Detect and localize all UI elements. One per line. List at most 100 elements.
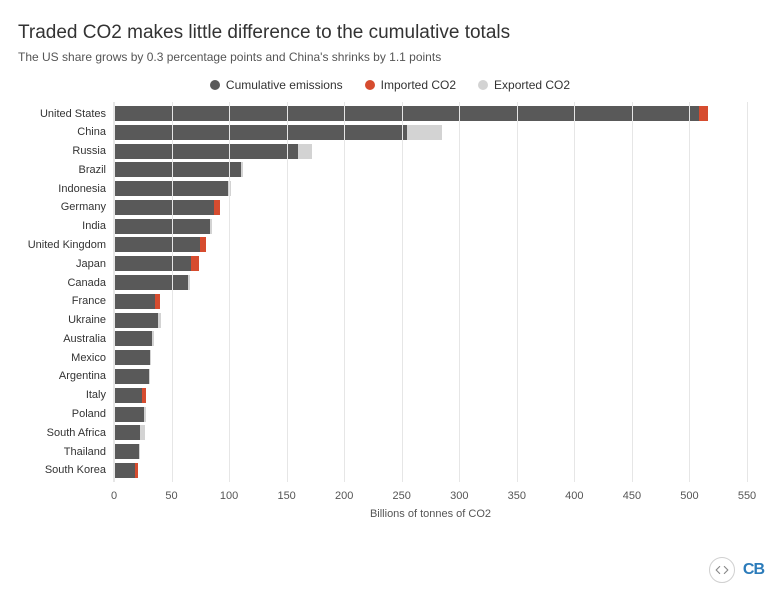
bar-seg-imported [699, 106, 708, 121]
brand-logo: CB [743, 561, 764, 579]
legend-label-exported: Exported CO2 [494, 78, 570, 92]
bar-row: Ukraine [114, 313, 747, 328]
country-label: Australia [63, 333, 106, 345]
gridline [114, 102, 115, 482]
chart-title: Traded CO2 makes little difference to th… [18, 22, 762, 44]
bar-stack [114, 106, 747, 121]
bar-row: Japan [114, 256, 747, 271]
bar-seg-exported [144, 407, 146, 422]
gridline [287, 102, 288, 482]
country-label: Italy [86, 389, 106, 401]
bar-seg-cumulative [114, 162, 241, 177]
bar-seg-cumulative [114, 275, 188, 290]
x-tick-label: 550 [738, 490, 756, 502]
country-label: Poland [72, 408, 106, 420]
bar-seg-cumulative [114, 256, 191, 271]
gridline [689, 102, 690, 482]
bar-seg-exported [152, 331, 154, 346]
bar-stack [114, 350, 747, 365]
bar-seg-cumulative [114, 106, 699, 121]
bar-stack [114, 181, 747, 196]
x-axis-label: Billions of tonnes of CO2 [114, 508, 747, 520]
bar-row: United States [114, 106, 747, 121]
bar-seg-cumulative [114, 407, 144, 422]
x-tick-label: 150 [277, 490, 295, 502]
bar-row: China [114, 125, 747, 140]
bar-seg-imported [200, 237, 206, 252]
bar-row: India [114, 219, 747, 234]
bar-seg-cumulative [114, 425, 140, 440]
bar-stack [114, 388, 747, 403]
bar-stack [114, 219, 747, 234]
bar-row: Russia [114, 144, 747, 159]
gridline [574, 102, 575, 482]
bar-stack [114, 256, 747, 271]
gridline [517, 102, 518, 482]
bar-row: Italy [114, 388, 747, 403]
bar-seg-imported [135, 463, 138, 478]
bar-stack [114, 125, 747, 140]
bar-seg-exported [298, 144, 312, 159]
bar-row: United Kingdom [114, 237, 747, 252]
bar-seg-cumulative [114, 331, 152, 346]
gridline [632, 102, 633, 482]
bar-seg-exported [139, 444, 140, 459]
gridline [747, 102, 748, 482]
bar-seg-exported [150, 350, 151, 365]
bar-seg-exported [407, 125, 442, 140]
bar-row: Argentina [114, 369, 747, 384]
legend-label-cumulative: Cumulative emissions [226, 78, 343, 92]
x-tick-label: 250 [393, 490, 411, 502]
bar-seg-exported [210, 219, 212, 234]
bar-seg-cumulative [114, 144, 298, 159]
bar-row: South Korea [114, 463, 747, 478]
bar-seg-exported [241, 162, 243, 177]
bar-seg-cumulative [114, 369, 149, 384]
bar-stack [114, 275, 747, 290]
legend-item-cumulative: Cumulative emissions [210, 78, 343, 92]
bar-seg-imported [142, 388, 147, 403]
bar-stack [114, 200, 747, 215]
bar-seg-cumulative [114, 350, 150, 365]
bar-seg-cumulative [114, 313, 158, 328]
country-label: Brazil [78, 164, 106, 176]
legend-dot-cumulative [210, 80, 220, 90]
country-label: South Korea [45, 464, 106, 476]
gridline [402, 102, 403, 482]
bar-row: South Africa [114, 425, 747, 440]
bar-seg-cumulative [114, 219, 210, 234]
bar-row: Mexico [114, 350, 747, 365]
x-tick-label: 300 [450, 490, 468, 502]
bar-seg-imported [191, 256, 199, 271]
x-tick-label: 400 [565, 490, 583, 502]
bar-stack [114, 144, 747, 159]
bar-row: Thailand [114, 444, 747, 459]
chart: United StatesChinaRussiaBrazilIndonesiaG… [113, 102, 747, 522]
country-label: France [72, 295, 106, 307]
bar-seg-cumulative [114, 294, 155, 309]
bar-seg-cumulative [114, 200, 214, 215]
bar-stack [114, 313, 747, 328]
embed-icon[interactable] [709, 557, 735, 583]
country-label: Thailand [64, 446, 106, 458]
country-label: Argentina [59, 370, 106, 382]
x-tick-label: 50 [165, 490, 177, 502]
bar-stack [114, 444, 747, 459]
country-label: China [77, 126, 106, 138]
x-tick-label: 350 [508, 490, 526, 502]
legend-dot-imported [365, 80, 375, 90]
bar-seg-exported [188, 275, 190, 290]
bar-stack [114, 331, 747, 346]
country-label: Ukraine [68, 314, 106, 326]
bar-row: Germany [114, 200, 747, 215]
gridline [229, 102, 230, 482]
footer-icons: CB [709, 557, 764, 583]
bar-seg-cumulative [114, 237, 200, 252]
x-tick-label: 500 [680, 490, 698, 502]
country-label: Indonesia [58, 183, 106, 195]
bar-seg-cumulative [114, 125, 407, 140]
country-label: India [82, 220, 106, 232]
chart-subtitle: The US share grows by 0.3 percentage poi… [18, 50, 762, 64]
gridline [459, 102, 460, 482]
bar-seg-cumulative [114, 388, 142, 403]
